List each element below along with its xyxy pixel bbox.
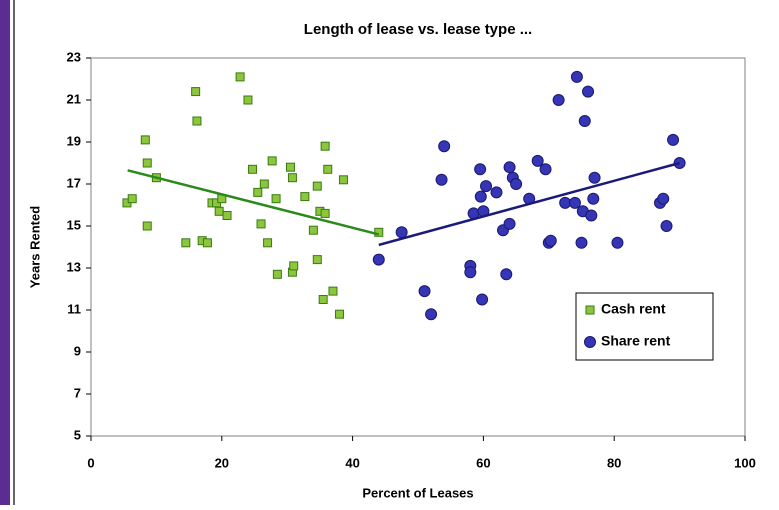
point <box>503 161 516 174</box>
point <box>438 140 451 153</box>
point <box>395 226 408 239</box>
point <box>289 261 299 271</box>
y-axis-label: Years Rented <box>27 206 42 288</box>
x-tick-label: 20 <box>215 455 229 470</box>
point <box>222 211 232 220</box>
point <box>253 187 263 197</box>
point <box>142 221 152 231</box>
x-tick-label: 40 <box>345 455 359 470</box>
legend-marker <box>585 305 595 315</box>
point <box>214 206 224 216</box>
point <box>480 180 493 193</box>
legend-marker <box>584 336 596 348</box>
point <box>338 175 348 185</box>
point <box>575 236 588 249</box>
point <box>588 171 601 184</box>
point <box>140 135 150 145</box>
point <box>191 87 201 97</box>
point <box>263 238 273 248</box>
y-tick-label: 19 <box>67 133 81 148</box>
point <box>474 163 487 176</box>
legend-label: Cash rent <box>601 301 666 317</box>
point <box>667 133 680 146</box>
point <box>312 255 322 265</box>
y-tick-label: 15 <box>67 217 81 232</box>
point <box>570 70 583 83</box>
point <box>300 192 310 202</box>
point <box>256 219 266 229</box>
legend-label: Share rent <box>601 333 671 349</box>
point <box>568 196 581 209</box>
x-tick-label: 80 <box>607 455 621 470</box>
point <box>235 72 245 82</box>
point <box>287 173 297 183</box>
y-tick-label: 21 <box>67 91 81 106</box>
y-tick-label: 13 <box>67 259 81 274</box>
point <box>425 308 438 321</box>
point <box>418 285 431 298</box>
point <box>657 192 670 205</box>
point <box>285 162 295 172</box>
x-tick-label: 60 <box>476 455 490 470</box>
point <box>243 95 253 105</box>
point <box>510 178 523 190</box>
point <box>271 194 281 204</box>
point <box>544 234 557 247</box>
point <box>500 268 513 281</box>
y-tick-label: 9 <box>74 343 81 358</box>
point <box>503 217 516 230</box>
point <box>259 179 269 189</box>
point <box>435 173 448 186</box>
point <box>582 85 595 98</box>
point <box>248 164 258 174</box>
point <box>127 194 137 204</box>
point <box>312 181 322 191</box>
point <box>539 163 552 176</box>
point <box>192 116 202 126</box>
y-tick-label: 23 <box>67 49 81 64</box>
y-tick-label: 7 <box>74 385 81 400</box>
point <box>272 269 282 279</box>
point <box>611 236 624 249</box>
point <box>578 115 591 127</box>
x-tick-label: 100 <box>734 455 756 470</box>
point <box>585 209 598 222</box>
point <box>490 186 503 199</box>
trend-line <box>378 161 680 247</box>
y-tick-label: 5 <box>74 427 81 442</box>
y-tick-label: 17 <box>67 175 81 190</box>
point <box>660 220 673 232</box>
point <box>267 156 277 166</box>
point <box>318 295 328 304</box>
point <box>308 225 318 235</box>
point <box>323 164 333 174</box>
point <box>335 309 345 319</box>
legend <box>575 292 714 361</box>
point <box>552 94 565 106</box>
point <box>320 141 330 151</box>
trend-line <box>127 169 380 236</box>
point <box>587 192 600 205</box>
side-bar <box>0 0 10 505</box>
point <box>476 293 489 306</box>
point <box>374 227 384 237</box>
point <box>464 266 477 279</box>
chart-title: Length of lease vs. lease type ... <box>304 21 532 38</box>
point <box>372 253 385 266</box>
point <box>328 286 338 296</box>
point <box>320 208 330 218</box>
point <box>531 154 544 167</box>
point <box>181 238 191 248</box>
point <box>202 238 212 248</box>
y-tick-label: 11 <box>67 301 81 316</box>
x-tick-label: 0 <box>87 455 94 470</box>
point <box>474 190 487 203</box>
point <box>142 158 152 168</box>
x-axis-label: Percent of Leases <box>362 485 473 500</box>
